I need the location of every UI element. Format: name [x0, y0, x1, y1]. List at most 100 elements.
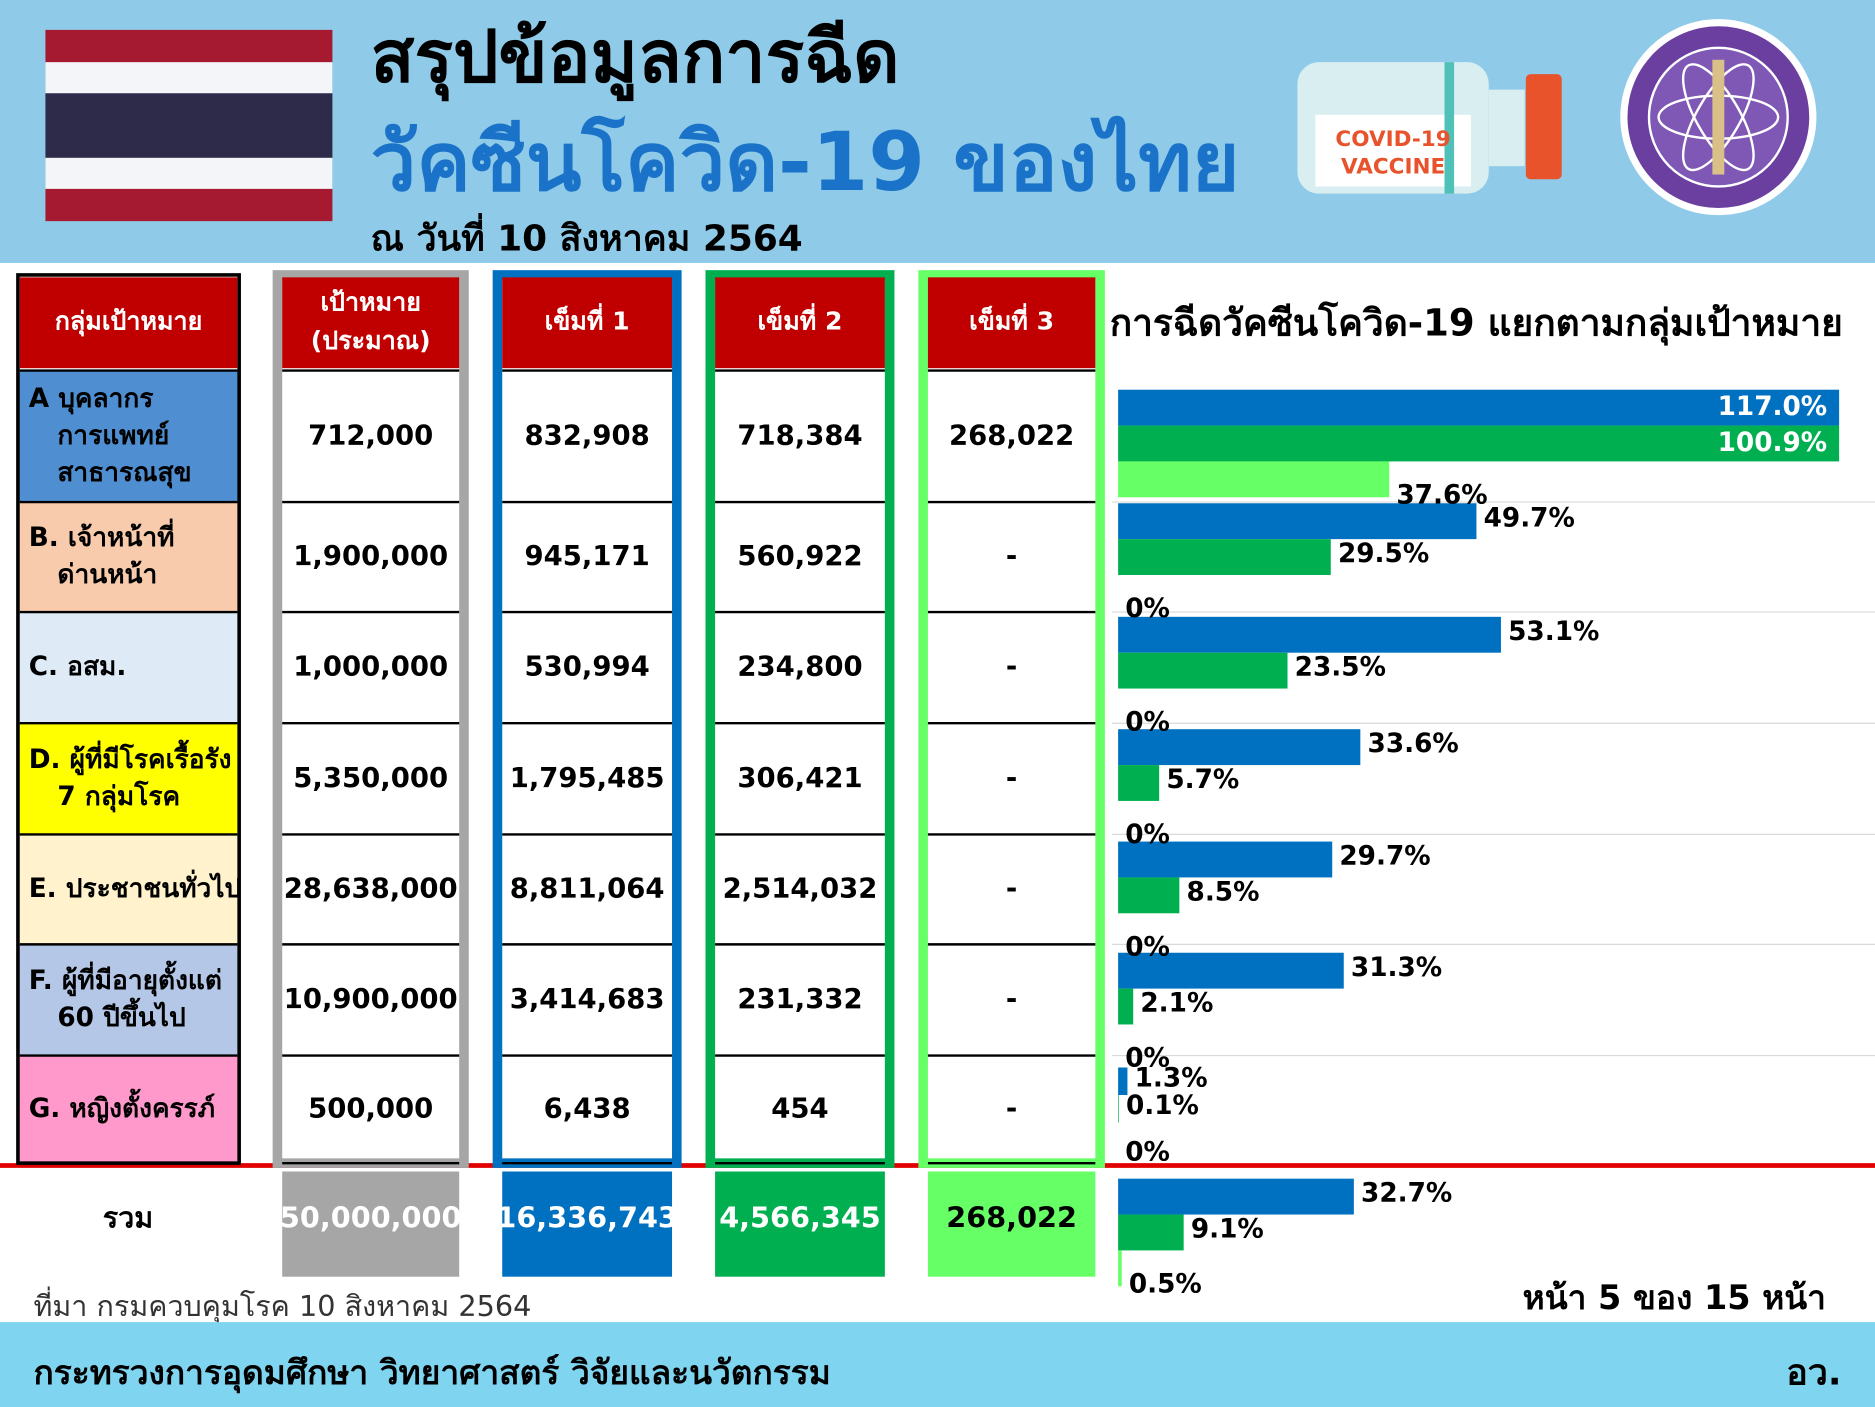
cell-value: 8,811,064 [510, 872, 665, 904]
group-label: A บุคลากร [29, 384, 154, 415]
header-cell [282, 277, 460, 369]
cell-value: 3,414,683 [510, 983, 665, 1015]
bar [1118, 765, 1160, 801]
value-label: 9.1% [1191, 1215, 1264, 1245]
cell-value: 10,900,000 [284, 983, 458, 1015]
value-label: 0% [1125, 594, 1170, 624]
header-label: เข็มที่ 2 [757, 303, 842, 336]
cell-value: - [1006, 540, 1017, 572]
column-frame [918, 270, 1105, 1168]
group-label: สาธารณสุข [57, 458, 191, 489]
bar [1118, 539, 1331, 575]
total-value: 50,000,000 [280, 1200, 462, 1234]
cell-value: 1,795,485 [510, 762, 665, 794]
thai-flag [45, 29, 333, 222]
cell-value: 832,908 [525, 419, 650, 451]
group-cell [17, 834, 240, 945]
cell-value: 500,000 [308, 1092, 433, 1124]
source: ที่มา กรมควบคุมโรค 10 สิงหาคม 2564 [33, 1286, 531, 1324]
bar [1118, 877, 1180, 914]
bar [1118, 425, 1840, 462]
chart-title: การฉีดวัคซีนโควิด-19 แยกตามกลุ่มเป้าหมาย [1110, 301, 1843, 347]
badge-line: COVID-19 [1335, 127, 1450, 152]
header-label: กลุ่มเป้าหมาย [55, 307, 203, 338]
page-number: หน้า 5 ของ 15 หน้า [1523, 1278, 1826, 1317]
value-label: 0% [1125, 820, 1170, 850]
ministry-logo [1620, 19, 1817, 216]
bar [1118, 503, 1477, 540]
total-cell [927, 1171, 1096, 1277]
bar [1118, 652, 1288, 689]
total-cell [282, 1171, 460, 1277]
value-label: 23.5% [1295, 653, 1386, 683]
value-label: 0% [1125, 1137, 1170, 1167]
bar [1118, 841, 1333, 878]
cell-value: 1,000,000 [293, 651, 448, 683]
group-label: การแพทย์ [57, 420, 169, 451]
cell-value: 231,332 [737, 983, 862, 1015]
group-label: E. ประชาชนทั่วไป [29, 869, 242, 904]
cell-value: 28,638,000 [284, 872, 458, 904]
group-cell [17, 370, 240, 503]
bar [1118, 1094, 1119, 1123]
subtitle: วัคซีนโควิด-19 ของไทย [371, 115, 1240, 210]
cell-value: 560,922 [737, 540, 862, 572]
bar [1118, 1178, 1354, 1215]
value-label: 8.5% [1187, 877, 1260, 907]
vaccine-bottle [1297, 62, 1562, 194]
group-cell [17, 723, 240, 835]
badge-line: VACCINE [1341, 154, 1445, 179]
bar [1118, 952, 1344, 989]
cell-value: 454 [771, 1092, 828, 1124]
value-label: 0.5% [1129, 1270, 1202, 1300]
bar [1118, 1067, 1128, 1095]
header-cell [927, 277, 1096, 369]
value-label: 49.7% [1484, 503, 1575, 533]
footer-band [0, 1322, 1875, 1407]
cell-value: 306,421 [737, 762, 862, 794]
bar [1118, 1250, 1122, 1287]
group-label: 60 ปีขึ้นไป [57, 997, 185, 1033]
group-label: D. ผู้ที่มีโรคเรื้อรัง [29, 739, 232, 776]
bar [1118, 729, 1361, 766]
value-label: 37.6% [1396, 481, 1487, 511]
cell-value: 530,994 [525, 651, 650, 683]
value-label: 0.1% [1126, 1091, 1199, 1121]
title: สรุปข้อมูลการฉีด [371, 15, 900, 102]
header-cell [19, 277, 238, 369]
group-label: 7 กลุ่มโรค [57, 780, 180, 813]
group-label: B. เจ้าหน้าที่ [29, 518, 175, 553]
group-label: G. หญิงตั้งครรภ์ [29, 1088, 215, 1124]
cell-value: - [1006, 1092, 1017, 1124]
bar [1118, 1214, 1184, 1251]
value-label: 2.1% [1140, 989, 1213, 1019]
ministry-name: กระทรวงการอุดมศึกษา วิทยาศาสตร์ วิจัยและ… [33, 1353, 830, 1394]
value-label: 0% [1125, 932, 1170, 962]
cell-value: 2,514,032 [723, 872, 878, 904]
total-cell [502, 1171, 673, 1277]
group-cell [17, 612, 240, 724]
bar [1118, 389, 1840, 426]
value-label: 33.6% [1368, 729, 1459, 759]
group-cell [17, 502, 240, 613]
value-label: 31.3% [1351, 953, 1442, 983]
header-label: เป้าหมาย [320, 288, 421, 317]
total-value: 268,022 [946, 1200, 1077, 1234]
total-value: 4,566,345 [719, 1200, 881, 1234]
header-label: เข็มที่ 1 [545, 303, 630, 336]
value-label: 32.7% [1361, 1179, 1452, 1209]
cell-value: 718,384 [737, 419, 862, 451]
cell-value: - [1006, 983, 1017, 1015]
cell-value: 234,800 [737, 651, 862, 683]
value-label: 29.5% [1338, 539, 1429, 569]
group-label: F. ผู้ที่มีอายุตั้งแต่ [29, 960, 222, 997]
value-label: 0% [1125, 1044, 1170, 1074]
date: ณ วันที่ 10 สิงหาคม 2564 [371, 212, 803, 259]
group-cell [17, 944, 240, 1056]
value-label: 117.0% [1718, 392, 1828, 422]
column-frame [492, 270, 682, 1168]
group-label: ด่านหน้า [57, 560, 157, 590]
total-cell [715, 1171, 885, 1277]
cell-value: 268,022 [949, 419, 1074, 451]
